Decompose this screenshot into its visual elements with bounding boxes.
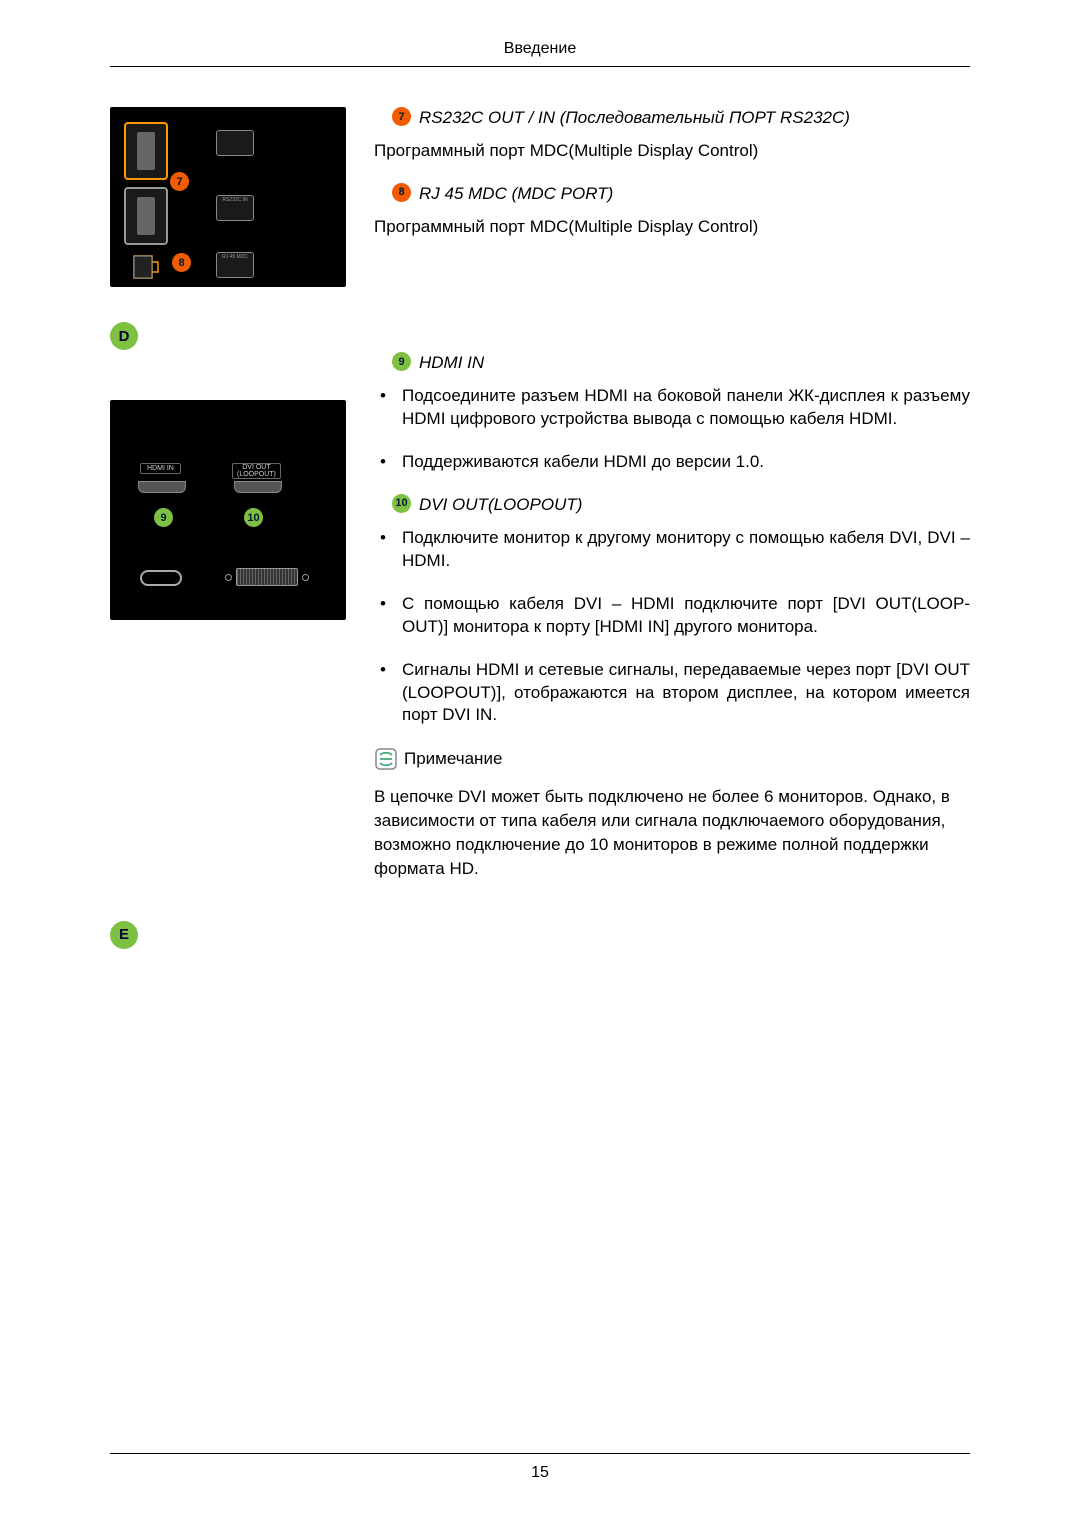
rj45-port-icon: [130, 252, 162, 282]
item-9-bullets: Подсоедините разъем HDMI на боковой пане…: [374, 385, 970, 474]
callout-number-10: 10: [244, 508, 263, 527]
callout-number-9: 9: [154, 508, 173, 527]
note-icon: [374, 747, 398, 771]
serial-port-icon: [124, 187, 168, 245]
item-10-bullets: Подключите монитор к другому монитору с …: [374, 527, 970, 728]
page-title: Введение: [504, 40, 576, 57]
callout-number-8: 8: [172, 253, 191, 272]
callout-number-9: 9: [392, 352, 411, 371]
callout-number-8: 8: [392, 183, 411, 202]
callout-number-7: 7: [170, 172, 189, 191]
page-number: 15: [531, 1464, 549, 1481]
item-10-title: DVI OUT(LOOPOUT): [419, 494, 582, 515]
serial-port-icon: [124, 122, 168, 180]
callout-number-7: 7: [392, 107, 411, 126]
section-letter-e: E: [110, 921, 138, 949]
note-text: В цепочке DVI может быть подключено не б…: [374, 785, 970, 880]
bullet-item: С помощью кабеля DVI – HDMI подключите п…: [374, 593, 970, 639]
hdmi-slot-icon: [234, 481, 282, 493]
note-heading: Примечание: [404, 749, 502, 769]
section-letter-d: D: [110, 322, 138, 350]
hdmi-in-label: HDMI IN: [140, 463, 181, 474]
port-diagram-7-8: RS232C IN RJ 45 MDC 7 8: [110, 107, 346, 287]
item-7-body: Программный порт MDC(Multiple Display Co…: [374, 140, 970, 163]
small-port-icon: RS232C IN: [216, 195, 254, 221]
small-port-icon: RJ 45 MDC: [216, 252, 254, 278]
item-8-title: RJ 45 MDC (MDC PORT): [419, 183, 613, 204]
page-header: Введение: [110, 40, 970, 67]
small-port-icon: [216, 130, 254, 156]
item-8-body: Программный порт MDC(Multiple Display Co…: [374, 216, 970, 239]
page-footer: 15: [110, 1453, 970, 1482]
dvi-out-label: DVI OUT(LOOPOUT): [232, 463, 281, 479]
bullet-item: Подсоедините разъем HDMI на боковой пане…: [374, 385, 970, 431]
connector-icon: [225, 568, 309, 586]
bullet-item: Сигналы HDMI и сетевые сигналы, передава…: [374, 659, 970, 728]
bullet-item: Подключите монитор к другому монитору с …: [374, 527, 970, 573]
hdmi-slot-icon: [138, 481, 186, 493]
callout-number-10: 10: [392, 494, 411, 513]
item-9-title: HDMI IN: [419, 352, 484, 373]
bullet-item: Поддерживаются кабели HDMI до версии 1.0…: [374, 451, 970, 474]
port-diagram-9-10: HDMI IN DVI OUT(LOOPOUT) 9 10: [110, 400, 346, 620]
item-7-title: RS232C OUT / IN (Последовательный ПОРТ R…: [419, 107, 850, 128]
connector-icon: [140, 570, 182, 586]
